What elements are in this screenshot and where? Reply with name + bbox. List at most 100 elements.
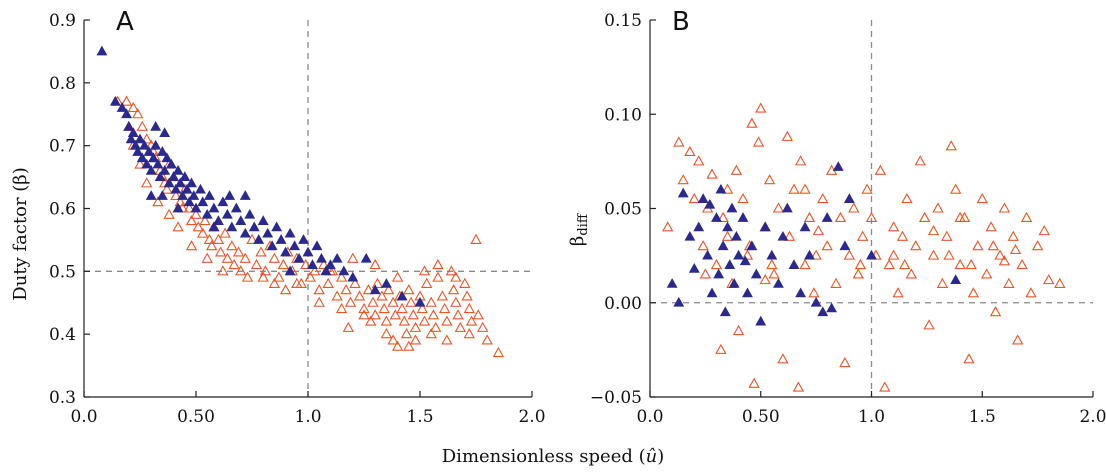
panel-a-open-triangle-point	[203, 233, 216, 244]
panel-b-filled-triangle-point	[759, 221, 771, 232]
panel-b-filled-triangle-point	[766, 249, 778, 260]
panel-a-filled-triangle-point	[134, 133, 146, 144]
panel-b-open-triangle-point	[839, 356, 851, 368]
panel-a-open-triangle-point	[398, 315, 411, 326]
panel-b-open-triangle-point	[896, 230, 909, 241]
panel-b-open-triangle-point	[1031, 240, 1044, 251]
panel-b-open-triangle-point	[768, 268, 780, 279]
panel-b-filled-triangle-point	[666, 278, 678, 288]
panel-a-filled-triangle-point	[116, 102, 128, 112]
panel-a-ylabel: Duty factor (β)	[10, 167, 31, 300]
panel-a-open-triangle-point	[441, 334, 453, 345]
panel-b-open-triangle-point	[812, 224, 825, 236]
panel-b-filled-triangle-point	[832, 161, 844, 171]
panel-a-open-triangle-point	[387, 296, 399, 307]
panel-a-open-triangle-point	[313, 284, 325, 295]
panel-b-ylabel: βdiff	[567, 212, 591, 246]
panel-a-open-triangle-point	[279, 284, 292, 295]
panel-b-open-triangle-point	[803, 211, 816, 222]
panel-b-ticks: 0.0 0.50 1.0 1.5 2.0 −0.05 0.00 0.05 0.10 0.15	[590, 11, 1106, 427]
panel-a-filled-triangle-point	[217, 196, 229, 207]
panel-a-open-triangle-point	[382, 284, 395, 295]
panel-a-y-tick-label: 0.3	[49, 388, 76, 408]
panel-b-open-triangle-point	[777, 353, 789, 364]
panel-a-open-triangle-point	[389, 309, 402, 320]
panel-b-open-triangle-point	[923, 319, 935, 330]
panel-b-open-triangle-point	[998, 202, 1011, 213]
panel-a-open-triangle-point	[163, 208, 175, 219]
panel-b-open-triangle-point	[737, 192, 749, 204]
panel-a-filled-triangle-point	[253, 234, 265, 244]
panel-b-open-triangle-point	[697, 240, 709, 251]
panel-b-filled-triangle-point	[733, 249, 745, 260]
panel-a-filled-triangle-point	[161, 152, 173, 163]
panel-a-open-triangle-point	[257, 271, 269, 282]
panel-b-open-triangle-point	[766, 258, 778, 270]
panel-b-filled-triangle-point	[724, 259, 736, 269]
panel-b-points	[662, 102, 1066, 392]
panel-a-filled-triangle-point	[145, 190, 157, 200]
panel-a-x-tick-label: 1.5	[406, 407, 433, 427]
panel-b-open-triangle-point	[1020, 211, 1033, 222]
panel-b-filled-triangle-point	[713, 268, 725, 279]
panel-a-open-triangle-point	[228, 258, 240, 270]
panel-a-open-triangle-point	[342, 321, 355, 332]
panel-a-open-triangle-point	[432, 271, 444, 282]
panel-b-open-triangle-point	[772, 202, 785, 213]
panel-a-filled-triangle-point	[266, 240, 278, 251]
panel-a-filled-triangle-point	[121, 108, 132, 119]
panel-b-open-triangle-point	[989, 306, 1002, 317]
panel-b-filled-triangle-point	[704, 198, 716, 209]
panel-a-open-triangle-point	[362, 284, 375, 295]
panel-a-filled-triangle-point	[338, 265, 350, 276]
panel-a-open-triangle-point	[353, 290, 366, 301]
panel-a-open-triangle-point	[217, 265, 229, 276]
panel-b-filled-triangle-point	[773, 278, 784, 288]
panel-b-filled-triangle-point	[866, 249, 877, 260]
panel-a-open-triangle-point	[378, 302, 390, 314]
panel-b-filled-triangle-point	[843, 193, 855, 203]
panel-a-filled-triangle-point	[195, 183, 206, 194]
panel-b-open-triangle-point	[730, 164, 743, 175]
panel-a-open-triangle-point	[313, 296, 325, 307]
panel-a-open-triangle-point	[317, 258, 330, 270]
panel-a-filled-triangle-point	[156, 190, 168, 200]
panel-a-filled-triangle-point	[307, 259, 318, 269]
panel-b-filled-triangle-point	[697, 193, 709, 203]
panel-a-open-triangle-point	[387, 334, 399, 345]
panel-a-open-triangle-point	[239, 252, 251, 263]
panel-a-reference-lines	[84, 20, 532, 397]
panel-b-filled-triangle-point	[839, 240, 851, 251]
panel-b-open-triangle-point	[905, 268, 918, 279]
panel-a: A Duty factor (β) 0.0 0.50 1.0 1.5 2.0 0.3 0.4…	[10, 7, 546, 427]
panel-a-open-triangle-point	[219, 227, 231, 238]
panel-b-filled-triangle-point	[702, 249, 714, 260]
panel-a-open-triangle-point	[409, 334, 422, 345]
panel-a-filled-triangle-point	[156, 146, 168, 156]
panel-b-open-triangle-point	[677, 174, 689, 185]
panel-a-open-triangle-point	[268, 277, 281, 288]
panel-a-filled-triangle-point	[109, 95, 121, 106]
panel-b-filled-triangle-point	[777, 230, 789, 241]
panel-a-filled-triangle-point	[188, 190, 200, 200]
panel-a-filled-triangle-point	[177, 190, 188, 200]
panel-b-open-triangle-point	[794, 155, 807, 166]
x-axis-label-text: Dimensionless speed (	[442, 446, 646, 467]
panel-a-open-triangle-point	[331, 290, 343, 301]
panel-b: B 0.0 0.50 1.0 1.5 2.0−0.050.000.050.100.15 …	[567, 7, 1106, 427]
panel-a-filled-triangle-point	[280, 246, 292, 257]
panel-a-filled-triangle-point	[96, 45, 108, 56]
panel-a-open-triangle-point	[347, 252, 359, 263]
panel-b-open-triangle-point	[1054, 277, 1066, 288]
panel-b-open-triangle-point	[821, 240, 833, 251]
panel-a-filled-triangle-point	[235, 215, 247, 225]
x-axis-label-symbol: û	[646, 446, 658, 467]
panel-a-open-triangle-point	[136, 120, 148, 131]
panel-b-open-triangle-point	[887, 249, 900, 260]
panel-b-reference-lines	[650, 20, 1093, 397]
panel-a-filled-triangle-point	[148, 152, 159, 163]
panel-b-open-triangle-point	[1043, 274, 1055, 285]
panel-a-open-triangle-point	[432, 258, 444, 270]
panel-b-x-tick-label: 0.0	[636, 407, 663, 427]
panel-b-filled-triangle-point	[706, 287, 718, 298]
